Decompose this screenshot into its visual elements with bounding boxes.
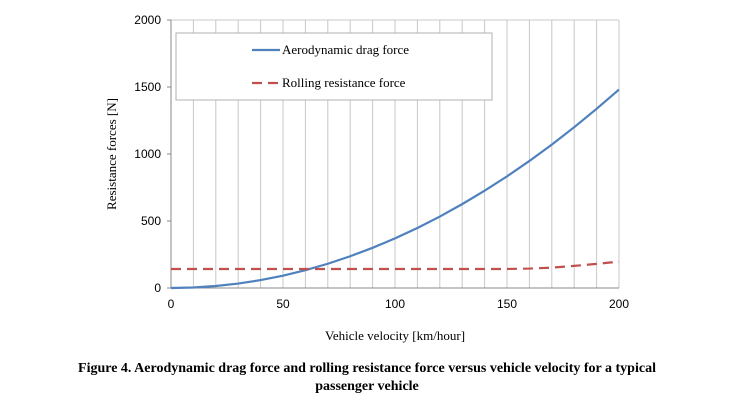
figure-caption: Figure 4. Aerodynamic drag force and rol… [0,360,734,396]
x-axis-title: Vehicle velocity [km/hour] [325,328,465,343]
legend-box [175,32,493,101]
line-chart: 0 500 1000 1500 2000 0 50 100 150 200 Aerodynamic… [104,13,629,343]
caption-line-2: passenger vehicle [315,379,419,394]
y-tick-label: 1500 [134,80,161,94]
tick-labels: 0 500 1000 1500 2000 0 50 100 150 200 [134,13,629,311]
series-line-1 [170,88,620,290]
x-tick-label: 100 [385,297,405,311]
y-axis-title: Resistance forces [N] [104,98,119,210]
series-line-2 [171,260,620,271]
caption-line-1: Figure 4. Aerodynamic drag force and rol… [78,361,656,376]
y-tick-label: 0 [154,281,161,295]
x-tick-label: 150 [497,297,517,311]
legend: Aerodynamic drag force Rolling resistance… [175,32,493,101]
legend-label-1: Aerodynamic drag force [282,42,409,57]
x-tick-label: 50 [276,297,290,311]
legend-label-2: Rolling resistance force [282,75,406,90]
y-tick-label: 2000 [134,13,161,27]
x-tick-label: 0 [168,297,175,311]
series [170,88,620,290]
y-tick-label: 500 [141,214,161,228]
y-tick-label: 1000 [134,147,161,161]
x-tick-label: 200 [609,297,629,311]
